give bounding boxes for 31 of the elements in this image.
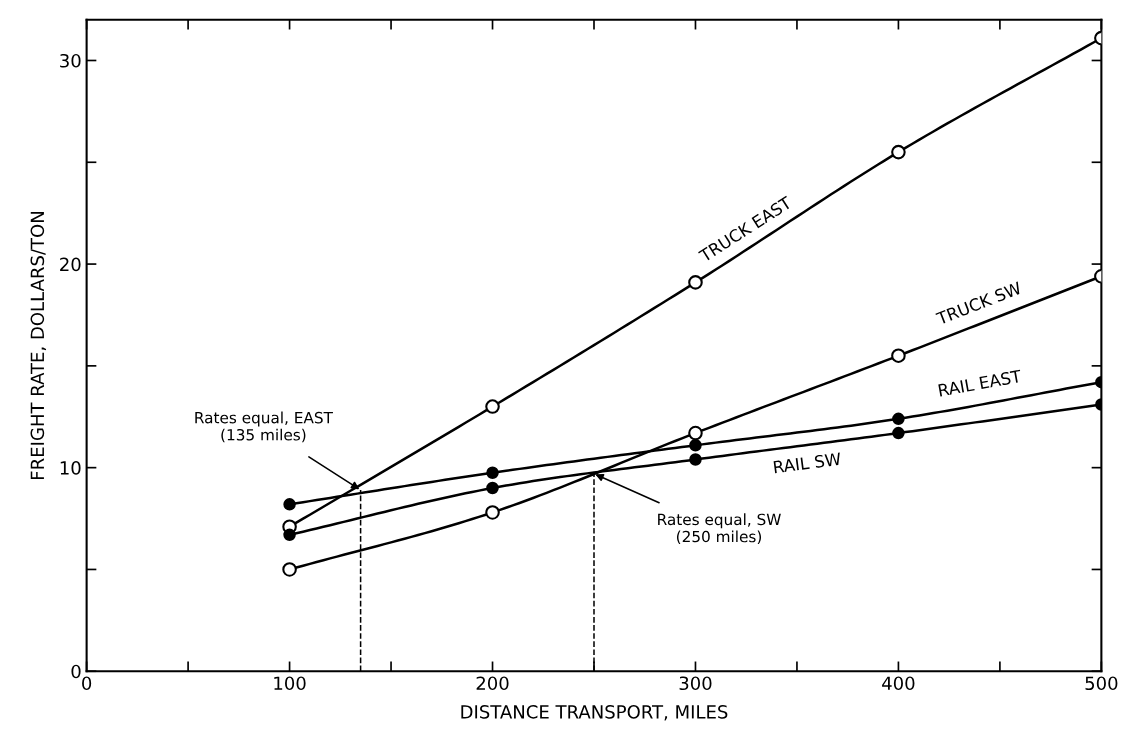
point — [282, 562, 297, 577]
y-tick-label: 10 — [60, 461, 81, 475]
x-tick-label: 0 — [82, 676, 92, 691]
x-axis-title: DISTANCE TRANSPORT, MILES — [461, 705, 728, 721]
point — [688, 425, 703, 441]
point — [688, 275, 703, 290]
y-axis-title: FREIGHT RATE, DOLLARS/TON — [30, 212, 47, 479]
point — [892, 426, 905, 440]
annotation: Rates equal, EAST (135 miles) — [195, 411, 333, 443]
text: RAIL EAST — [938, 369, 1023, 397]
x-tick-label: 300 — [679, 676, 712, 691]
point — [485, 505, 500, 520]
text: RAIL SW — [773, 452, 842, 474]
point — [486, 481, 499, 495]
point — [485, 399, 500, 414]
point — [891, 348, 906, 363]
point — [486, 466, 499, 479]
x-tick-label: 200 — [476, 676, 509, 691]
y-tick-label: 0 — [71, 664, 81, 679]
x-tick-label: 100 — [274, 676, 306, 691]
point — [283, 498, 296, 511]
annotation: Rates equal, SW (250 miles) — [658, 513, 781, 545]
point — [891, 144, 906, 160]
point — [689, 453, 702, 466]
point — [892, 412, 905, 426]
x-tick-label: 500 — [1085, 676, 1118, 691]
point — [689, 439, 702, 452]
x-tick-label: 400 — [882, 676, 915, 691]
point — [283, 528, 296, 542]
y-tick-label: 30 — [60, 53, 81, 68]
y-tick-label: 20 — [60, 257, 81, 272]
